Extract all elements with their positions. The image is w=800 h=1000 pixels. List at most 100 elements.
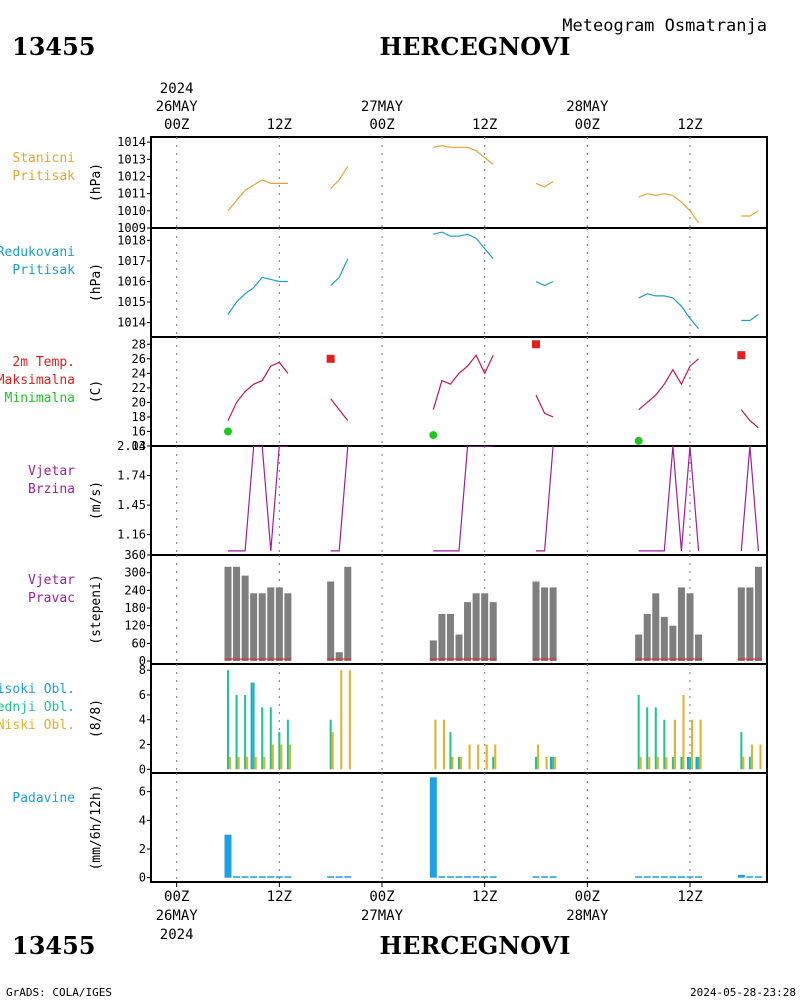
panel-plot-area — [224, 566, 762, 662]
panel-label-line: Redukovani — [0, 245, 75, 260]
bottom-year-label: 2024 — [160, 927, 194, 943]
bar — [344, 876, 352, 878]
bar — [669, 876, 677, 878]
bar — [472, 593, 480, 662]
cloud-bar — [235, 694, 238, 770]
bar — [233, 566, 241, 662]
bar — [669, 625, 677, 662]
series-line — [433, 446, 494, 552]
station-id-top: 13455 — [12, 32, 96, 61]
y-tick-label: 14 — [132, 439, 146, 453]
y-tick-label: 1018 — [117, 233, 146, 247]
series-line — [330, 165, 349, 189]
bottom-date-label: 26MAY — [156, 908, 199, 924]
bottom-hour-label: 00Z — [575, 889, 600, 905]
panel-plot-area — [228, 446, 759, 552]
y-tick-label: 1010 — [117, 204, 146, 218]
panel-padavine: 0 2 4 6 (mm/6h/12h) Padavine — [12, 772, 768, 885]
panel-label-line: Visoki Obl. — [0, 682, 75, 697]
bottom-hour-label: 12Z — [472, 889, 497, 905]
cloud-bar — [545, 756, 548, 770]
bar — [250, 876, 258, 878]
bar — [335, 876, 343, 878]
y-tick-label: 360 — [124, 548, 146, 562]
bottom-hour-label: 00Z — [164, 889, 189, 905]
y-tick-label: 120 — [124, 619, 146, 633]
bottom-hour-label: 00Z — [369, 889, 394, 905]
series-line — [228, 446, 288, 552]
bar — [455, 634, 463, 662]
cloud-bar — [278, 732, 281, 770]
station-name-top: HERCEGNOVI — [379, 32, 570, 61]
top-hour-label: 12Z — [677, 117, 702, 133]
cloud-bar — [468, 744, 471, 770]
y-tick-label: 4 — [139, 813, 146, 827]
bar — [344, 566, 352, 662]
bar — [686, 876, 694, 878]
panel-frame — [150, 136, 768, 229]
bar — [541, 876, 549, 878]
bar — [549, 876, 557, 878]
bar — [267, 587, 275, 662]
bar — [754, 566, 762, 662]
cloud-bar — [750, 744, 753, 770]
series-line — [535, 394, 554, 418]
cloud-bar — [550, 756, 553, 770]
bar — [481, 593, 489, 662]
top-time-axis: 00Z 12Z 00Z 12Z 00Z 12Z 26MAY 27MAY 28MAY 2024 — [156, 81, 703, 133]
y-tick-label: 18 — [132, 410, 146, 424]
bar — [643, 613, 651, 662]
bar — [446, 876, 454, 878]
bar — [250, 593, 258, 662]
y-tick-label: 300 — [124, 566, 146, 580]
cloud-bar — [646, 707, 649, 770]
y-tick-label: 16 — [132, 424, 146, 438]
top-hour-label: 00Z — [575, 117, 600, 133]
panel-label-line: Brzina — [28, 482, 75, 497]
series-line — [433, 231, 494, 260]
footer-credit: GrADS: COLA/IGES — [6, 986, 112, 999]
y-tick-label: 1013 — [117, 152, 146, 166]
series-line — [432, 354, 494, 410]
y-tick-label: 2 — [139, 738, 146, 752]
top-hour-label: 00Z — [369, 117, 394, 133]
bar — [532, 581, 540, 662]
bar — [438, 613, 446, 662]
cloud-bar — [329, 719, 332, 770]
y-tick-label: 1.74 — [117, 469, 146, 483]
bottom-date-label: 28MAY — [566, 908, 609, 924]
y-axis-unit-label: (C) — [89, 380, 104, 403]
meteogram-title: Meteogram Osmatranja — [562, 16, 767, 36]
bar — [635, 634, 643, 662]
cloud-bar — [534, 756, 538, 770]
y-tick-label: 28 — [132, 337, 146, 351]
cloud-bar — [665, 756, 668, 770]
bar — [267, 876, 275, 878]
meteogram-panels: 1009 1010 1011 1012 1013 1014 (hPa) Stanicni Pri… — [0, 135, 768, 885]
panel-vjetar_pravac: 0 60 120 180 240 300 360 (stepeni) Vjetar Pravac — [28, 548, 768, 668]
bar — [532, 876, 540, 878]
bar — [472, 876, 480, 878]
cloud-bar — [451, 756, 454, 770]
bar — [652, 876, 660, 878]
cloud-bar — [697, 756, 700, 770]
panel-plot-area — [226, 670, 762, 770]
y-axis-unit-label: (m/s) — [89, 481, 104, 520]
bar — [284, 876, 292, 878]
cloud-bar — [680, 756, 683, 770]
cloud-bar — [673, 719, 676, 770]
cloud-bar — [759, 744, 762, 770]
panel-redukovani: 1014 1015 1016 1017 1018 (hPa) Redukovani Priti… — [0, 227, 768, 338]
panel-frame — [150, 227, 768, 338]
top-date-label: 28MAY — [566, 99, 609, 115]
y-tick-label: 0 — [139, 871, 146, 885]
bar — [438, 876, 446, 878]
cloud-bar — [261, 707, 264, 770]
panel-vjetar_brzina: 1.16 1.45 1.74 2.03 (m/s) Vjetar Brzina — [28, 439, 768, 556]
footer-timestamp: 2024-05-28-23:28 — [690, 986, 796, 999]
y-tick-label: 2.03 — [117, 439, 146, 453]
cloud-bar — [656, 756, 659, 770]
bottom-hour-label: 12Z — [267, 889, 292, 905]
panel-label-line: Niski Obl. — [0, 718, 75, 733]
